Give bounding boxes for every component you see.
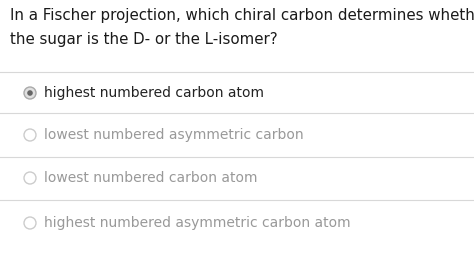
Text: lowest numbered carbon atom: lowest numbered carbon atom: [44, 171, 257, 185]
Circle shape: [24, 129, 36, 141]
Circle shape: [27, 90, 33, 96]
Circle shape: [24, 87, 36, 99]
Text: In a Fischer projection, which chiral carbon determines whether: In a Fischer projection, which chiral ca…: [10, 8, 474, 23]
Circle shape: [24, 217, 36, 229]
Text: highest numbered asymmetric carbon atom: highest numbered asymmetric carbon atom: [44, 216, 351, 230]
Text: the sugar is the D- or the L-isomer?: the sugar is the D- or the L-isomer?: [10, 32, 278, 47]
Text: lowest numbered asymmetric carbon: lowest numbered asymmetric carbon: [44, 128, 304, 142]
Circle shape: [24, 172, 36, 184]
Text: highest numbered carbon atom: highest numbered carbon atom: [44, 86, 264, 100]
